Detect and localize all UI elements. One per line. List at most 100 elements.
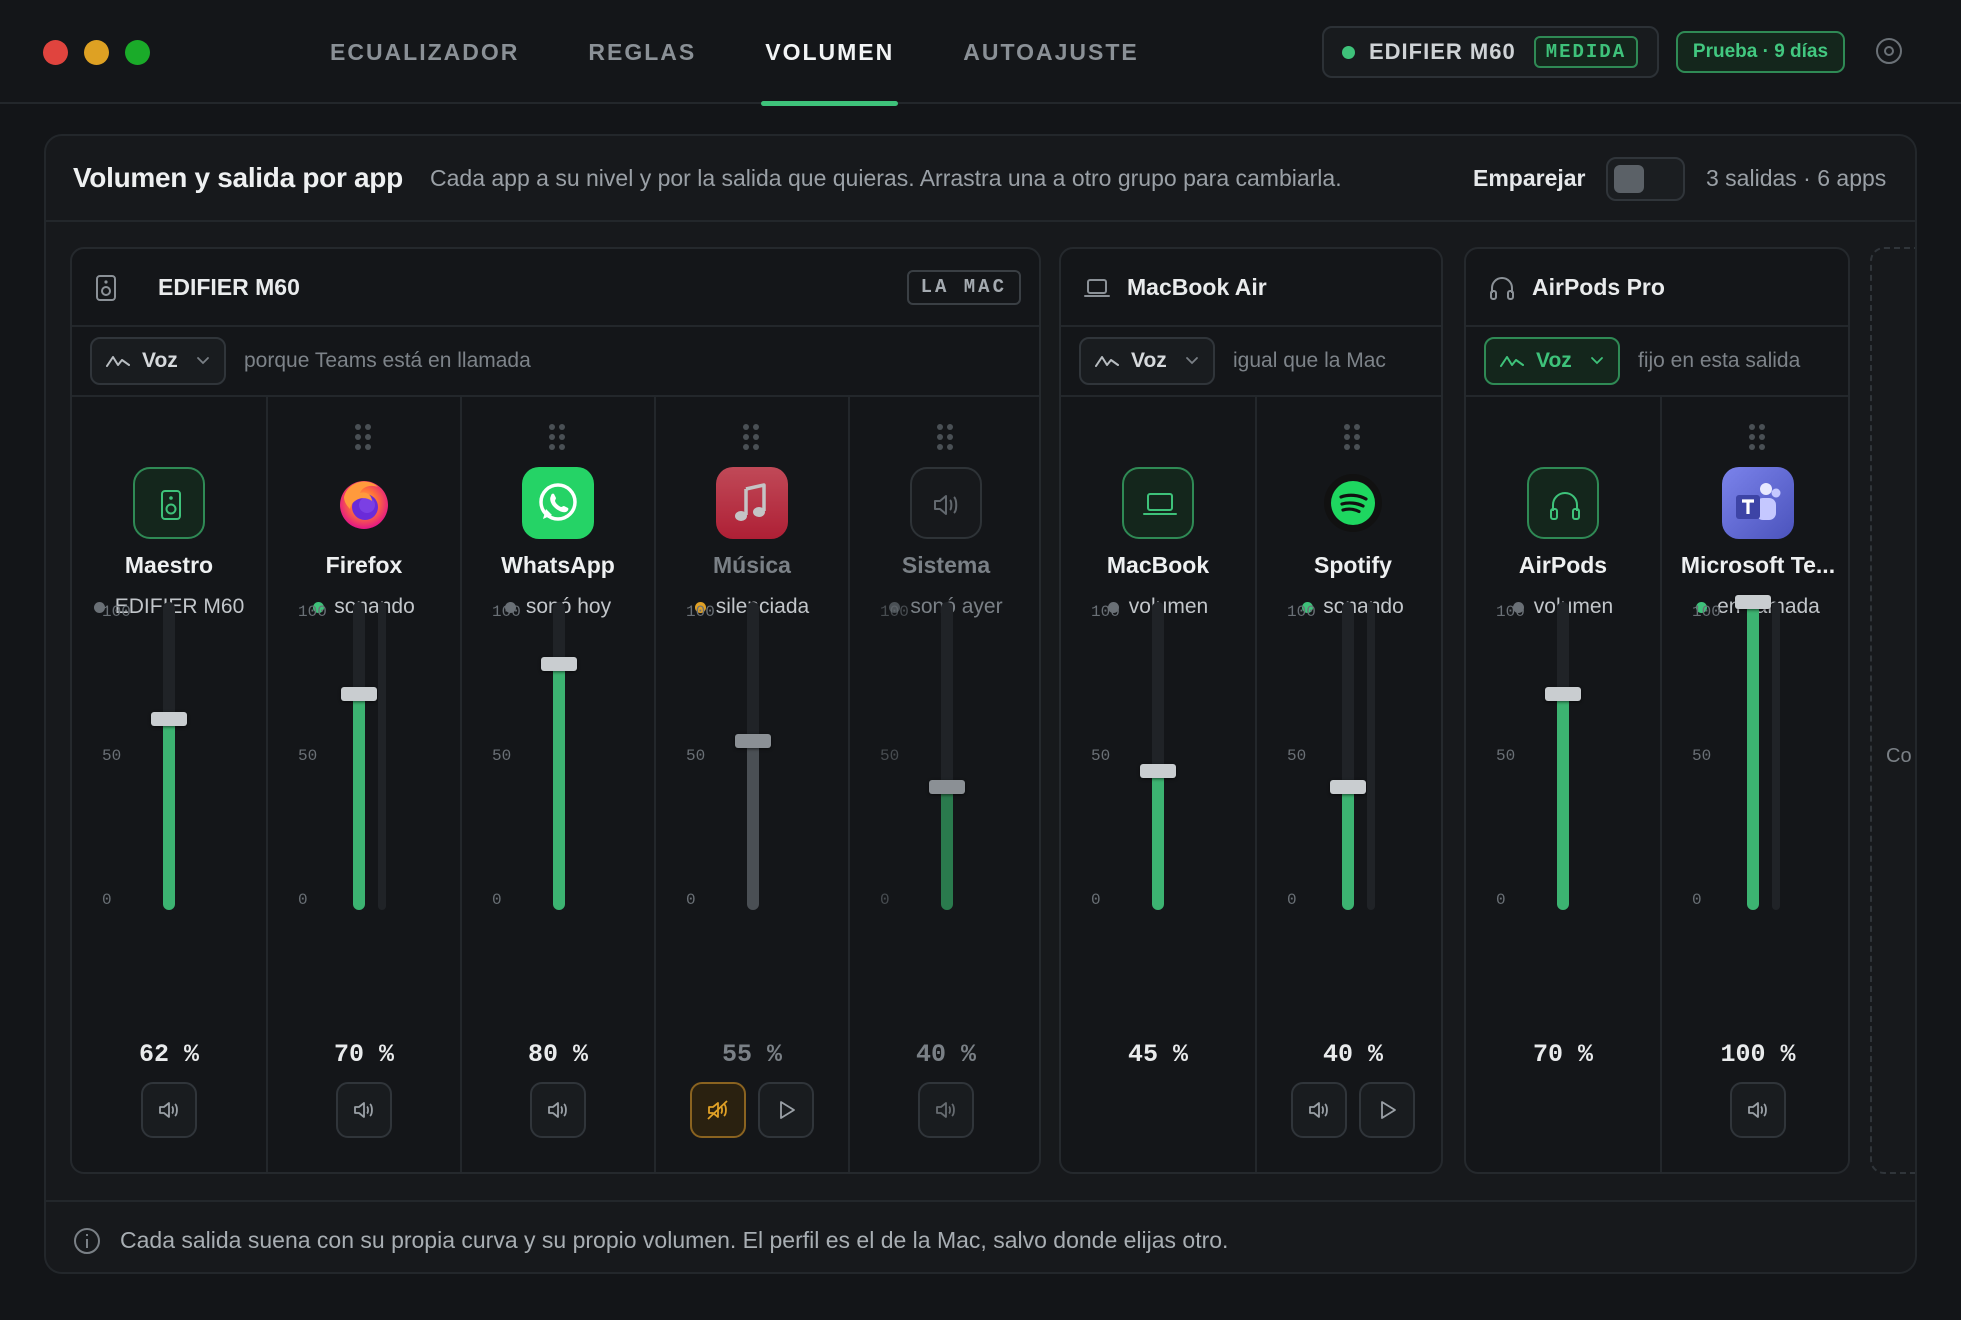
scale-label: 50: [880, 747, 900, 765]
tab-volumen[interactable]: VOLUMEN: [761, 0, 899, 106]
status-text: silenciada: [715, 595, 810, 618]
whatsapp-icon: [522, 467, 594, 539]
slider-handle[interactable]: [1545, 687, 1581, 701]
slider-handle[interactable]: [735, 734, 771, 748]
slider-handle[interactable]: [929, 780, 965, 794]
play-icon: [1374, 1097, 1400, 1123]
app-name: WhatsApp: [501, 552, 615, 578]
app-name: Música: [713, 552, 791, 578]
scale-label: 0: [298, 891, 308, 909]
mute-button[interactable]: [1730, 1082, 1786, 1138]
drag-handle-icon[interactable]: [1344, 424, 1362, 452]
slider-handle[interactable]: [341, 687, 377, 701]
slider-handle[interactable]: [151, 712, 187, 726]
strip-buttons: [850, 1082, 1039, 1138]
unmute-button[interactable]: [690, 1082, 746, 1138]
group-header: MacBook Air: [1061, 249, 1441, 327]
chevron-down-icon: [197, 357, 209, 365]
pair-toggle[interactable]: [1606, 157, 1685, 201]
title-bar: ECUALIZADOR REGLAS VOLUMEN AUTOAJUSTE ED…: [0, 0, 1961, 106]
level-meter: [1367, 602, 1375, 910]
app-name: Maestro: [124, 552, 214, 578]
slider-handle[interactable]: [1735, 595, 1771, 609]
chevron-down-icon: [1591, 357, 1603, 365]
tab-reglas[interactable]: REGLAS: [588, 39, 697, 65]
tab-bar: ECUALIZADOR REGLAS VOLUMEN AUTOAJUSTE: [330, 0, 1208, 106]
volume-slider[interactable]: [1140, 602, 1176, 910]
mute-button[interactable]: [141, 1082, 197, 1138]
app-status: volumen: [1466, 595, 1660, 619]
app-name: Firefox: [325, 552, 403, 578]
play-button[interactable]: [758, 1082, 814, 1138]
volume-fill: [1152, 771, 1164, 910]
mute-button[interactable]: [918, 1082, 974, 1138]
profile-label: Voz: [142, 349, 178, 372]
volume-icon: [910, 467, 982, 539]
device-name: EDIFIER M60: [1369, 39, 1516, 64]
volume-slider[interactable]: [1735, 595, 1771, 910]
slider-handle[interactable]: [541, 657, 577, 671]
tab-autoajuste[interactable]: AUTOAJUSTE: [963, 39, 1139, 65]
drag-handle-icon[interactable]: [743, 424, 761, 452]
app-status: sonó hoy: [462, 595, 654, 619]
status-dot: [1302, 601, 1314, 613]
mute-button[interactable]: [336, 1082, 392, 1138]
drag-handle-icon[interactable]: [1749, 424, 1767, 452]
scale-label: 50: [102, 747, 122, 765]
scale-label: 0: [492, 891, 502, 909]
profile-dropdown[interactable]: Voz: [90, 337, 226, 385]
level-meter: [378, 602, 386, 910]
page-subtitle: Cada app a su nivel y por la salida que …: [430, 165, 1342, 191]
volume-slider[interactable]: [151, 602, 187, 910]
volume-icon: [1745, 1097, 1771, 1123]
volume-fill: [1342, 787, 1354, 910]
channel-strip: MacBook volumen 100 50 0 45 %: [1061, 397, 1255, 1172]
pair-label: Emparejar: [1473, 165, 1586, 191]
scale-label: 0: [102, 891, 112, 909]
close-window-button[interactable]: [43, 40, 68, 65]
drag-handle-icon[interactable]: [937, 424, 955, 452]
app-name: MacBook: [1106, 552, 1210, 578]
slider-handle[interactable]: [1330, 780, 1366, 794]
settings-icon[interactable]: [1876, 38, 1902, 64]
zoom-window-button[interactable]: [125, 40, 150, 65]
headphones-icon: [1527, 467, 1599, 539]
scale-label: 100: [1091, 603, 1120, 621]
volume-slider[interactable]: [1545, 602, 1581, 910]
profile-note: porque Teams está en llamada: [244, 349, 531, 372]
strip-buttons: [1662, 1082, 1848, 1138]
profile-note: igual que la Mac: [1233, 349, 1386, 372]
new-group-dropzone[interactable]: Co A: [1870, 247, 1915, 1174]
scale-label: 100: [1496, 603, 1525, 621]
tab-ecualizador[interactable]: ECUALIZADOR: [330, 39, 520, 65]
group-header: EDIFIER M60 LA MAC: [72, 249, 1039, 327]
trial-badge[interactable]: Prueba · 9 días: [1676, 31, 1845, 73]
minimize-window-button[interactable]: [84, 40, 109, 65]
volume-icon: [351, 1097, 377, 1123]
drag-handle-icon[interactable]: [355, 424, 373, 452]
profile-dropdown[interactable]: Voz: [1484, 337, 1620, 385]
output-device-selector[interactable]: EDIFIER M60 MEDIDA: [1322, 26, 1659, 78]
scale-label: 100: [880, 603, 909, 621]
mute-button[interactable]: [1291, 1082, 1347, 1138]
volume-percent: 100 %: [1720, 1040, 1796, 1069]
app-name: AirPods: [1518, 552, 1608, 578]
volume-icon: [1306, 1097, 1332, 1123]
drag-handle-icon[interactable]: [549, 424, 567, 452]
status-text: EDIFIER M60: [114, 595, 245, 618]
volume-slider[interactable]: [541, 602, 577, 910]
volume-slider[interactable]: [341, 602, 377, 910]
volume-slider[interactable]: [929, 602, 965, 910]
mute-button[interactable]: [530, 1082, 586, 1138]
music-icon: [716, 467, 788, 539]
level-meter: [1772, 602, 1780, 910]
scale-label: 50: [1091, 747, 1111, 765]
slider-handle[interactable]: [1140, 764, 1176, 778]
app-status: sonó ayer: [850, 595, 1039, 619]
app-name: Spotify: [1314, 552, 1392, 578]
volume-slider[interactable]: [1330, 602, 1366, 910]
profile-dropdown[interactable]: Voz: [1079, 337, 1215, 385]
scale-label: 100: [1692, 603, 1721, 621]
volume-slider[interactable]: [735, 602, 771, 910]
play-button[interactable]: [1359, 1082, 1415, 1138]
